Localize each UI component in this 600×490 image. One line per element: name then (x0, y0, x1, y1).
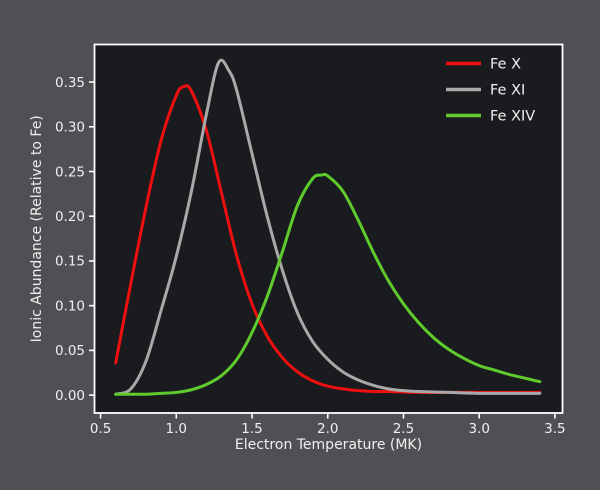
x-tick-label: 3.5 (544, 421, 565, 437)
legend-label: Fe XI (490, 83, 525, 99)
y-tick-label: 0.00 (55, 388, 85, 404)
axes: 0.5 1.0 1.5 2.0 2.5 3.0 3.5 0.00 0.05 0.10 0.15 0.2… (55, 43, 566, 437)
y-tick-label: 0.05 (55, 343, 85, 359)
y-tick-label: 0.30 (55, 120, 85, 136)
x-axis-label: Electron Temperature (MK) (235, 437, 422, 453)
series-layer (114, 58, 542, 396)
y-tick-label: 0.20 (55, 209, 85, 225)
x-tick-label: 0.5 (90, 421, 111, 437)
x-tick-label: 1.0 (166, 421, 187, 437)
x-tick-label: 2.5 (393, 421, 414, 437)
plot-area (94, 44, 563, 413)
y-axis-label: Ionic Abundance (Relative to Fe) (29, 115, 45, 342)
legend-item-fe-xi: Fe XI (446, 83, 525, 99)
x-tick-label: 2.0 (317, 421, 338, 437)
x-tick-label: 3.0 (468, 421, 489, 437)
x-tick-label: 1.5 (241, 421, 262, 437)
legend-label: Fe X (490, 57, 521, 73)
y-tick-label: 0.25 (55, 164, 85, 180)
series-line-fe-xi (114, 58, 542, 396)
legend: Fe X Fe XI Fe XIV (446, 57, 535, 125)
legend-item-fe-xiv: Fe XIV (446, 109, 535, 125)
series-line-fe-xiv (114, 172, 542, 396)
y-tick-label: 0.10 (55, 298, 85, 314)
y-tick-label: 0.35 (55, 75, 85, 91)
legend-label: Fe XIV (490, 109, 535, 125)
legend-item-fe-x: Fe X (446, 57, 521, 73)
y-tick-label: 0.15 (55, 254, 85, 270)
